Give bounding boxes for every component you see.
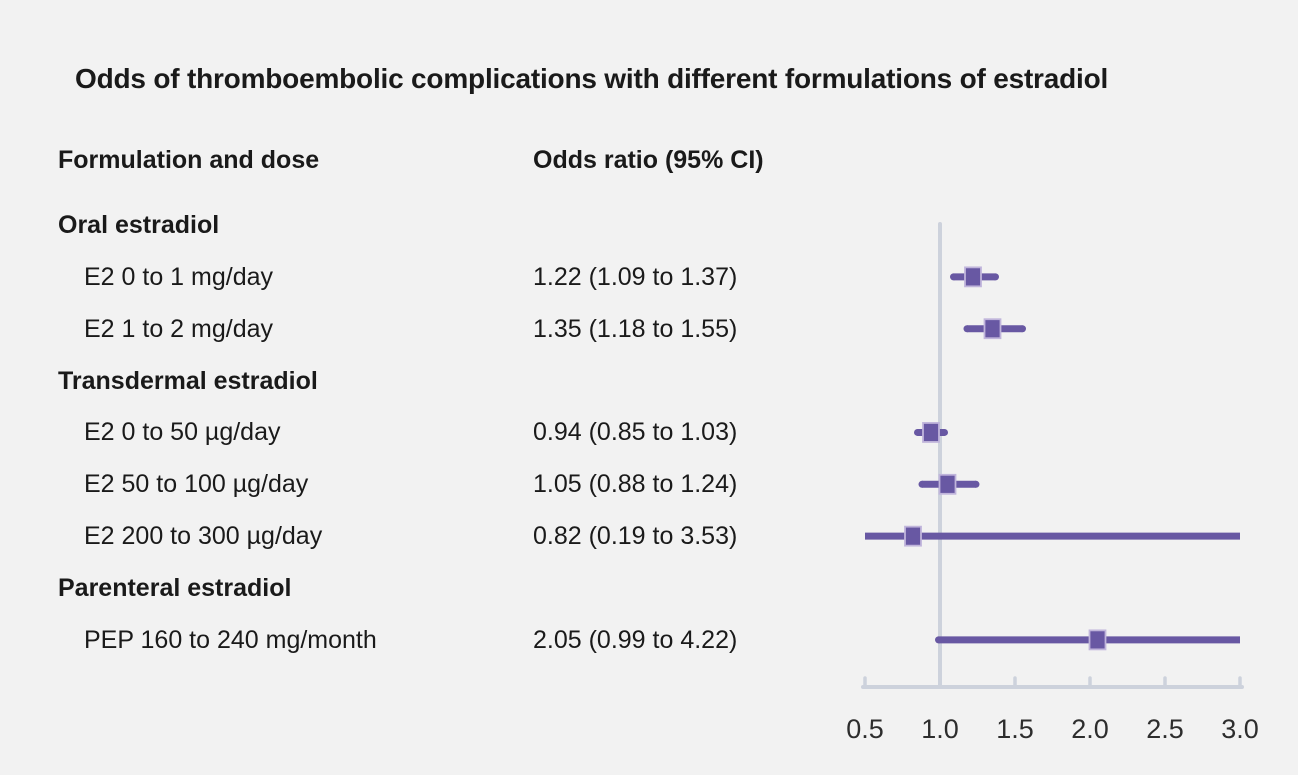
ci-cap-high: [1019, 325, 1026, 333]
row-odds-ratio-value: 0.82 (0.19 to 3.53): [533, 522, 738, 551]
group-heading: Parenteral estradiol: [58, 574, 292, 603]
ci-cap-low: [935, 636, 942, 644]
row-odds-ratio-value: 0.94 (0.85 to 1.03): [533, 418, 738, 447]
x-tick-label: 2.5: [1146, 714, 1184, 744]
ci-cap-high: [941, 428, 948, 436]
group-heading: Transdermal estradiol: [58, 366, 318, 395]
figure-title: Odds of thromboembolic complications wit…: [75, 63, 1109, 94]
odds-ratio-marker: [964, 266, 982, 288]
row-label: E2 1 to 2 mg/day: [84, 314, 274, 343]
odds-ratio-marker: [904, 525, 922, 547]
odds-ratio-marker: [922, 422, 940, 443]
row-label: E2 0 to 50 µg/day: [84, 418, 281, 447]
row-odds-ratio-value: 1.35 (1.18 to 1.55): [533, 314, 738, 343]
ci-cap-low: [950, 273, 957, 281]
row-label: E2 50 to 100 µg/day: [84, 470, 309, 499]
x-tick-label: 0.5: [846, 714, 884, 744]
ci-cap-low: [914, 428, 921, 436]
group-heading: Oral estradiol: [58, 211, 220, 239]
column-header-odds-ratio: Odds ratio (95% CI): [533, 146, 764, 174]
x-tick-label: 3.0: [1221, 714, 1259, 744]
x-tick-label: 1.5: [996, 714, 1034, 744]
row-label: E2 200 to 300 µg/day: [84, 522, 323, 551]
ci-cap-high: [972, 480, 980, 488]
ci-cap-high: [992, 273, 999, 281]
row-odds-ratio-value: 1.22 (1.09 to 1.37): [533, 262, 738, 291]
x-tick-label: 1.0: [921, 714, 959, 744]
row-odds-ratio-value: 1.05 (0.88 to 1.24): [533, 470, 738, 499]
row-label: PEP 160 to 240 mg/month: [84, 625, 377, 654]
odds-ratio-marker: [983, 318, 1002, 340]
column-header-formulation: Formulation and dose: [58, 146, 320, 174]
odds-ratio-marker: [1088, 629, 1107, 651]
ci-cap-low: [963, 325, 971, 333]
x-tick-label: 2.0: [1071, 714, 1109, 744]
row-odds-ratio-value: 2.05 (0.99 to 4.22): [533, 625, 738, 654]
ci-cap-low: [918, 480, 926, 488]
row-label: E2 0 to 1 mg/day: [84, 262, 274, 291]
odds-ratio-marker: [938, 473, 957, 495]
